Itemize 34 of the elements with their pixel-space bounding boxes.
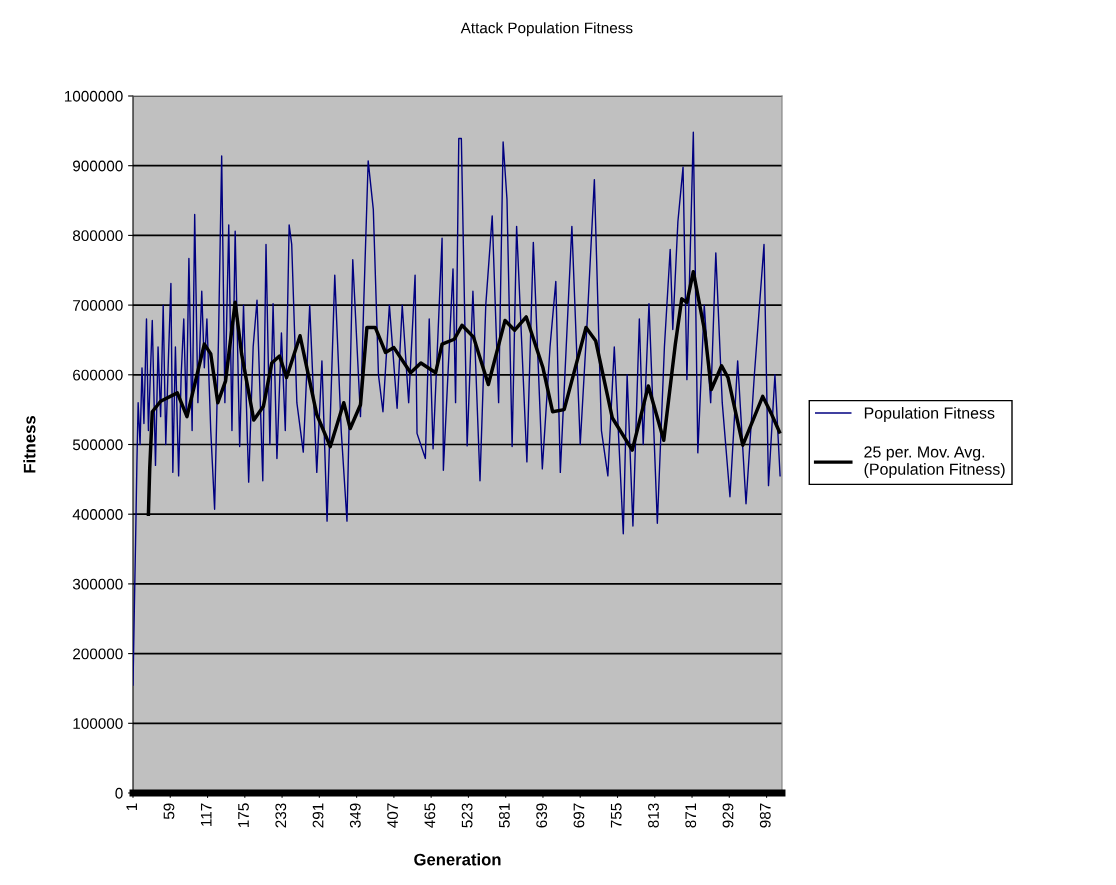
y-tick-label: 0: [115, 787, 123, 799]
x-tick-label: 523: [461, 803, 473, 828]
y-axis-title: Fitness: [23, 416, 36, 473]
y-tick-label: 1000000: [64, 90, 123, 102]
y-tick-label: 800000: [72, 230, 123, 242]
x-tick-label: 1: [126, 803, 137, 811]
y-tick-label: 900000: [73, 160, 123, 172]
x-tick-label: 233: [275, 803, 287, 828]
y-tick-label: 100000: [73, 718, 123, 729]
chart-title: Attack Population Fitness: [460, 22, 633, 37]
x-tick-label: 407: [387, 803, 398, 828]
x-tick-label: 175: [238, 803, 249, 828]
legend-label: 25 per. Mov. Avg. (Population Fitness): [864, 446, 1005, 478]
legend-label: Population Fitness: [864, 407, 995, 422]
y-tick-label: 300000: [72, 578, 123, 590]
x-tick-label: 639: [536, 803, 548, 828]
x-axis-title: Generation: [414, 853, 501, 866]
x-tick-label: 755: [610, 803, 622, 828]
x-tick-label: 291: [312, 803, 324, 828]
y-tick-label: 600000: [73, 369, 123, 381]
x-tick-label: 929: [722, 803, 734, 828]
x-tick-label: 697: [573, 803, 585, 828]
x-tick-label: 871: [685, 803, 697, 828]
y-tick-label: 700000: [73, 299, 123, 311]
x-tick-label: 117: [200, 803, 212, 826]
x-tick-label: 581: [498, 803, 510, 828]
y-tick-label: 400000: [72, 509, 123, 520]
y-tick-label: 200000: [73, 648, 123, 660]
x-tick-label: 59: [163, 803, 175, 820]
x-tick-label: 987: [759, 803, 771, 828]
x-tick-label: 813: [648, 803, 659, 828]
y-tick-label: 500000: [72, 439, 123, 451]
x-tick-label: 349: [349, 803, 361, 828]
x-tick-label: 465: [424, 803, 436, 828]
